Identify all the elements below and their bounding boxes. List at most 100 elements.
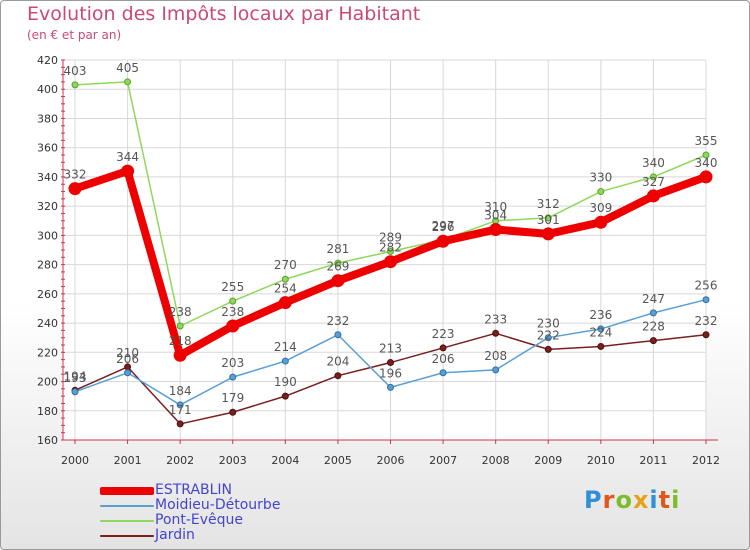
- x-tick-label: 2010: [587, 454, 615, 467]
- data-label: 340: [642, 156, 665, 170]
- series-pont-ev-que: [71, 78, 710, 330]
- data-point: [544, 214, 552, 222]
- data-label: 196: [379, 366, 402, 380]
- data-label: 228: [642, 320, 665, 334]
- data-label: 236: [589, 308, 612, 322]
- x-tick-label: 2002: [166, 454, 194, 467]
- x-tick-label: 2007: [429, 454, 457, 467]
- data-label: 214: [274, 340, 297, 354]
- data-point: [229, 297, 237, 305]
- data-point: [489, 223, 503, 237]
- data-label: 282: [379, 241, 402, 255]
- data-label: 238: [169, 305, 192, 319]
- data-label: 223: [432, 327, 455, 341]
- data-point: [594, 215, 608, 229]
- logo-letter: t: [658, 486, 672, 514]
- data-label: 224: [589, 325, 612, 339]
- data-point: [649, 173, 657, 181]
- data-label: 218: [169, 334, 192, 348]
- data-point: [334, 331, 342, 339]
- series-moidieu-d-tourbe: [71, 296, 710, 409]
- data-label: 304: [484, 209, 507, 223]
- data-label: 194: [64, 369, 87, 383]
- data-label: 179: [221, 391, 244, 405]
- data-point: [492, 329, 500, 337]
- x-tick-label: 2011: [639, 454, 667, 467]
- legend-label: Jardin: [155, 527, 195, 543]
- y-tick-label: 400: [37, 83, 58, 96]
- series-estrablin: [68, 164, 713, 362]
- data-label: 327: [642, 175, 665, 189]
- data-label: 206: [116, 352, 139, 366]
- data-point: [121, 164, 135, 178]
- data-label: 297: [432, 219, 455, 233]
- data-point: [436, 234, 450, 248]
- legend-swatch: [100, 505, 154, 507]
- data-point: [334, 259, 342, 267]
- series-jardin: [71, 329, 710, 428]
- data-point: [544, 345, 552, 353]
- data-point: [68, 182, 82, 196]
- data-label: 232: [326, 314, 349, 328]
- x-tick-label: 2004: [271, 454, 299, 467]
- data-label: 206: [432, 352, 455, 366]
- data-label: 184: [169, 384, 192, 398]
- data-label: 309: [589, 201, 612, 215]
- x-tick-label: 2005: [324, 454, 352, 467]
- data-label: 256: [695, 279, 718, 293]
- data-label: 247: [642, 292, 665, 306]
- chart-title: Evolution des Impôts locaux par Habitant: [27, 3, 421, 25]
- y-tick-label: 260: [37, 288, 58, 301]
- data-point: [646, 189, 660, 203]
- y-tick-label: 240: [37, 317, 58, 330]
- data-label: 210: [116, 346, 139, 360]
- logo-letter: i: [671, 486, 681, 514]
- data-label: 301: [537, 213, 560, 227]
- data-point: [281, 392, 289, 400]
- data-label: 213: [379, 342, 402, 356]
- data-label: 340: [695, 156, 718, 170]
- data-label: 222: [537, 328, 560, 342]
- data-point: [439, 344, 447, 352]
- data-label: 270: [274, 258, 297, 272]
- x-tick-label: 2001: [114, 454, 142, 467]
- data-point: [597, 342, 605, 350]
- data-label: 193: [64, 371, 87, 385]
- data-label: 403: [64, 64, 87, 78]
- data-point: [387, 359, 394, 367]
- data-point: [226, 319, 240, 333]
- data-point: [387, 247, 394, 255]
- x-tick-label: 2003: [219, 454, 247, 467]
- data-label: 230: [537, 317, 560, 331]
- data-point: [229, 408, 237, 416]
- legend-swatch: [100, 535, 154, 537]
- y-tick-label: 360: [37, 142, 58, 155]
- data-point: [124, 369, 132, 377]
- data-label: 269: [326, 260, 349, 274]
- data-point: [702, 151, 710, 159]
- data-point: [699, 170, 713, 184]
- data-point: [229, 373, 237, 381]
- data-label: 238: [221, 305, 244, 319]
- proxiti-logo: Proxiti: [584, 486, 680, 514]
- x-tick-label: 2006: [377, 454, 405, 467]
- chart-subtitle: (en € et par an): [27, 28, 122, 42]
- data-label: 204: [326, 355, 349, 369]
- logo-letter: P: [584, 486, 603, 514]
- data-label: 203: [221, 356, 244, 370]
- y-tick-label: 220: [37, 346, 58, 359]
- y-tick-label: 420: [37, 54, 58, 67]
- data-point: [384, 255, 397, 269]
- data-label: 281: [326, 242, 349, 256]
- data-point: [71, 388, 79, 396]
- data-label: 344: [116, 150, 139, 164]
- x-tick-label: 2012: [692, 454, 720, 467]
- data-label: 232: [695, 314, 718, 328]
- data-point: [702, 331, 710, 339]
- data-point: [492, 366, 500, 374]
- data-point: [331, 274, 345, 288]
- x-tick-label: 2000: [61, 454, 89, 467]
- data-label: 254: [274, 282, 297, 296]
- data-point: [597, 325, 605, 333]
